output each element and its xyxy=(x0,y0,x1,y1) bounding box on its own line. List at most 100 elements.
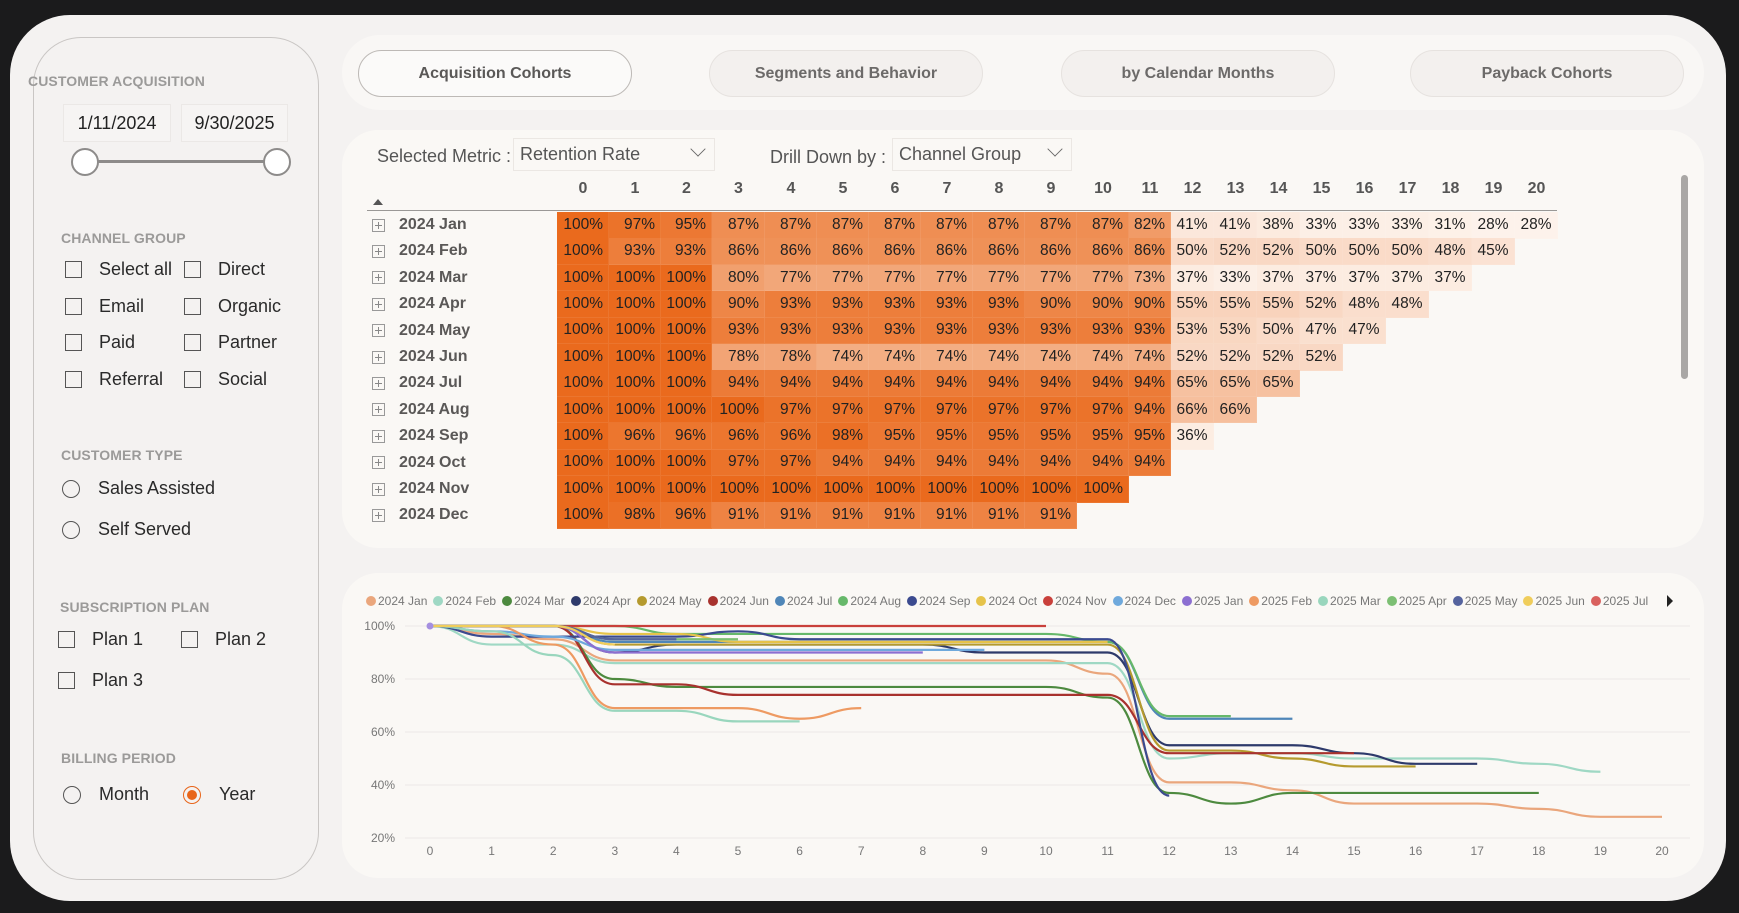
billing-option-month[interactable]: Month xyxy=(63,784,149,805)
expand-plus-icon[interactable] xyxy=(372,244,385,258)
radio-icon[interactable] xyxy=(63,785,81,804)
legend-dot-icon xyxy=(976,596,987,606)
tab-payback-cohorts[interactable]: Payback Cohorts xyxy=(1410,50,1684,97)
expand-plus-icon[interactable] xyxy=(372,297,385,311)
matrix-cell: 78% xyxy=(712,344,765,371)
expand-plus-icon[interactable] xyxy=(372,429,385,443)
legend-item[interactable]: 2024 Apr xyxy=(570,594,631,608)
metric-dropdown[interactable]: Retention Rate xyxy=(513,138,715,171)
expand-plus-icon[interactable] xyxy=(372,218,385,232)
metric-dropdown-value: Retention Rate xyxy=(520,144,641,164)
customer-type-option-self-served[interactable]: Self Served xyxy=(62,519,191,540)
matrix-cell: 95% xyxy=(921,423,973,450)
column-header: 18 xyxy=(1441,180,1460,197)
matrix-cell: 100% xyxy=(557,212,609,239)
expand-plus-icon[interactable] xyxy=(372,456,385,470)
legend-next-arrow-icon[interactable] xyxy=(1667,595,1673,607)
billing-option-year[interactable]: Year xyxy=(183,784,255,805)
row-header: 2024 Aug xyxy=(372,397,470,423)
channel-option-email[interactable]: Email xyxy=(65,296,144,317)
checkbox-icon[interactable] xyxy=(181,631,198,648)
legend-item[interactable]: 2024 Aug xyxy=(838,594,901,608)
expand-plus-icon[interactable] xyxy=(372,482,385,496)
legend-dot-icon xyxy=(636,596,647,606)
legend-item[interactable]: 2025 May xyxy=(1452,594,1517,608)
legend-label: 2024 Jul xyxy=(786,594,833,608)
plan-option-plan-1[interactable]: Plan 1 xyxy=(58,629,143,650)
checkbox-icon[interactable] xyxy=(184,334,201,351)
legend-item[interactable]: 2025 Mar xyxy=(1318,594,1381,608)
matrix-cell: 73% xyxy=(1129,264,1171,292)
expand-plus-icon[interactable] xyxy=(372,508,385,522)
legend-item[interactable]: 2024 Nov xyxy=(1043,594,1107,608)
plan-option-plan-3[interactable]: Plan 3 xyxy=(58,670,143,691)
expand-plus-icon[interactable] xyxy=(372,324,385,338)
legend-item[interactable]: 2025 Jul xyxy=(1590,594,1648,608)
legend-item[interactable]: 2025 Feb xyxy=(1249,594,1312,608)
matrix-cell: 80% xyxy=(712,264,765,292)
legend-item[interactable]: 2025 Apr xyxy=(1386,594,1447,608)
checkbox-icon[interactable] xyxy=(65,334,82,351)
legend-item[interactable]: 2024 May xyxy=(636,594,702,608)
checkbox-icon[interactable] xyxy=(184,298,201,315)
matrix-vertical-scrollbar[interactable] xyxy=(1681,175,1688,379)
date-range-end-handle[interactable] xyxy=(263,148,291,176)
legend-item[interactable]: 2024 Jun xyxy=(707,594,769,608)
checkbox-icon[interactable] xyxy=(65,298,82,315)
checkbox-icon[interactable] xyxy=(58,672,75,689)
legend-item[interactable]: 2025 Jan xyxy=(1181,594,1243,608)
radio-icon[interactable] xyxy=(62,520,80,539)
radio-label: Sales Assisted xyxy=(98,478,216,498)
tab-acquisition-cohorts[interactable]: Acquisition Cohorts xyxy=(358,50,632,97)
plan-option-plan-2[interactable]: Plan 2 xyxy=(181,629,266,650)
sort-ascending-icon[interactable] xyxy=(373,199,383,205)
legend-item[interactable]: 2024 Oct xyxy=(976,594,1037,608)
date-range-slider-track[interactable] xyxy=(84,160,278,163)
legend-item[interactable]: 2025 Jun xyxy=(1523,594,1585,608)
tab-segments-and-behavior[interactable]: Segments and Behavior xyxy=(709,50,983,97)
checkbox-icon[interactable] xyxy=(65,261,82,278)
legend-dot-icon xyxy=(707,596,718,606)
channel-option-organic[interactable]: Organic xyxy=(184,296,281,317)
channel-option-social[interactable]: Social xyxy=(184,369,267,390)
checkbox-icon[interactable] xyxy=(58,631,75,648)
legend-dot-icon xyxy=(838,596,849,606)
matrix-cell: 93% xyxy=(765,291,817,318)
matrix-cell: 100% xyxy=(817,476,869,503)
checkbox-icon[interactable] xyxy=(65,371,82,388)
expand-plus-icon[interactable] xyxy=(372,376,385,390)
legend-item[interactable]: 2024 Dec xyxy=(1112,594,1176,608)
channel-option-partner[interactable]: Partner xyxy=(184,332,277,353)
legend-dot-icon xyxy=(1249,596,1260,606)
matrix-cell: 96% xyxy=(765,423,817,450)
expand-plus-icon[interactable] xyxy=(372,271,385,285)
checkbox-label: Email xyxy=(99,296,145,316)
date-range-start-handle[interactable] xyxy=(71,148,99,176)
legend-item[interactable]: 2024 Sep xyxy=(907,594,970,608)
checkbox-icon[interactable] xyxy=(184,371,201,388)
channel-option-select-all[interactable]: Select all xyxy=(65,259,172,280)
channel-option-direct[interactable]: Direct xyxy=(184,259,265,280)
expand-plus-icon[interactable] xyxy=(372,403,385,417)
end-date-input[interactable]: 9/30/2025 xyxy=(181,104,288,142)
drill-down-dropdown[interactable]: Channel Group xyxy=(892,138,1072,171)
expand-plus-icon[interactable] xyxy=(372,350,385,364)
start-date-input[interactable]: 1/11/2024 xyxy=(63,104,171,142)
checkbox-icon[interactable] xyxy=(184,261,201,278)
column-header: 20 xyxy=(1527,180,1546,197)
legend-dot-icon xyxy=(1590,596,1601,606)
radio-icon[interactable] xyxy=(183,785,201,804)
customer-type-option-sales-assisted[interactable]: Sales Assisted xyxy=(62,478,215,499)
radio-icon[interactable] xyxy=(62,479,80,498)
channel-option-referral[interactable]: Referral xyxy=(65,369,163,390)
legend-item[interactable]: 2024 Feb xyxy=(433,594,496,608)
legend-item[interactable]: 2024 Jan xyxy=(366,594,427,608)
matrix-cell: 91% xyxy=(817,502,869,529)
channel-option-paid[interactable]: Paid xyxy=(65,332,135,353)
column-header: 10 xyxy=(1094,180,1112,197)
tab-by-calendar-months[interactable]: by Calendar Months xyxy=(1061,50,1335,97)
legend-item[interactable]: 2024 Jul xyxy=(774,594,833,608)
row-label: 2024 Oct xyxy=(399,453,466,471)
legend-item[interactable]: 2024 Mar xyxy=(502,594,565,608)
matrix-cell: 86% xyxy=(817,238,869,265)
